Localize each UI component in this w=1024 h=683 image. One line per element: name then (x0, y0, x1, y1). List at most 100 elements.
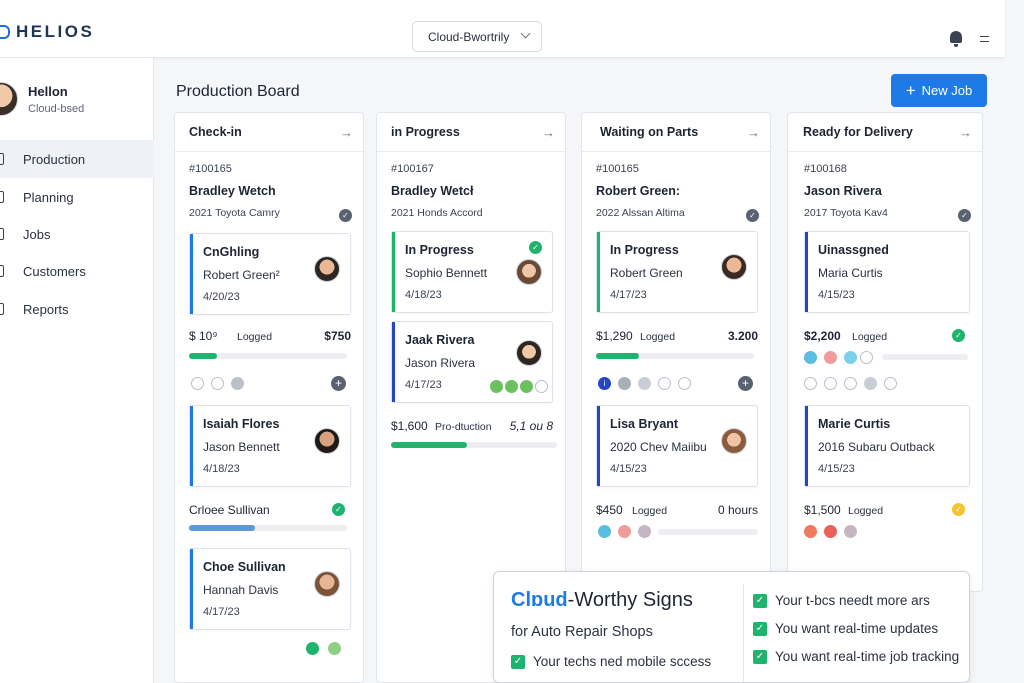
progress-bar (882, 354, 968, 360)
arrow-right-icon[interactable]: → (959, 125, 972, 140)
job-card[interactable]: Lisa Bryant 2020 Chev Maiibu 4/15/23 (596, 405, 758, 487)
column-header[interactable]: Waiting on Parts → (582, 113, 770, 152)
home-icon (0, 153, 4, 165)
check-circle-icon: ✓ (332, 503, 345, 516)
column-waiting-on-parts: Waiting on Parts → #100165 Robert Green:… (581, 112, 771, 592)
status-dot[interactable] (490, 380, 503, 393)
status-dot[interactable] (844, 377, 857, 390)
status-dot[interactable] (884, 377, 897, 390)
column-in-progress: in Progress → #100167 Bradley Wetcł 2021… (376, 112, 566, 683)
promo-item-text: Your t-bcs needt more ars (775, 593, 930, 608)
column-header[interactable]: Check-in → (175, 113, 363, 152)
card-date: 4/18/23 (405, 289, 442, 301)
logged-label: Pro-dtuction (435, 421, 492, 433)
status-dot[interactable] (844, 525, 857, 538)
logged-label: Logged (632, 505, 668, 517)
sidebar-item-production[interactable]: Production (0, 140, 154, 178)
bell-icon[interactable] (949, 31, 963, 47)
status-dot[interactable] (824, 377, 837, 390)
sidebar-item-reports[interactable]: Reports (0, 290, 154, 328)
job-card[interactable]: CnGhling Robert Green² 4/20/23 (189, 233, 351, 315)
job-card[interactable]: Marie Curtis 2016 Subaru Outback 4/15/23 (804, 405, 970, 487)
search-icon (0, 265, 4, 277)
status-dot[interactable] (231, 377, 244, 390)
sidebar-item-jobs[interactable]: Jobs (0, 215, 154, 253)
page-title: Production Board (176, 83, 300, 100)
status-dot[interactable] (658, 377, 671, 390)
logged-amount: $1,600 (391, 419, 428, 433)
job-card[interactable]: Uinassgned Maria Curtis 4/15/23 (804, 231, 970, 313)
card-title: Marie Curtis (818, 417, 891, 431)
status-dot[interactable] (191, 377, 204, 390)
status-dot[interactable] (535, 380, 548, 393)
add-icon[interactable]: + (331, 376, 346, 391)
status-dot[interactable] (860, 351, 873, 364)
status-dot[interactable] (328, 642, 341, 655)
user-avatar[interactable] (0, 82, 18, 116)
arrow-right-icon[interactable]: → (747, 125, 760, 140)
avatar (721, 254, 747, 280)
arrow-right-icon[interactable]: → (340, 125, 353, 140)
status-dot[interactable] (804, 377, 817, 390)
job-card[interactable]: In Progress Robert Green 4/17/23 (596, 231, 758, 313)
card-title: Jaak Rivera (405, 333, 475, 347)
job-card[interactable]: In Progress ✓ Sophio Bennett 4/18/23 (391, 231, 553, 313)
status-dot[interactable] (864, 377, 877, 390)
progress-bar (189, 525, 347, 531)
promo-banner: Clɒud-Worthy Signs for Auto Repair Shops… (493, 571, 970, 683)
app-logo[interactable]: HELIOS (0, 22, 94, 42)
menu-icon[interactable] (980, 36, 989, 42)
promo-item: ✓ You want real-time updates (753, 621, 938, 636)
status-dot[interactable] (804, 351, 817, 364)
column-title: in Progress (391, 125, 460, 139)
column-header[interactable]: in Progress → (377, 113, 565, 152)
new-job-button[interactable]: + New Job (891, 74, 987, 107)
avatar (314, 256, 340, 282)
workspace-selector[interactable]: Cloud-Bwortrily (412, 21, 542, 52)
status-dot[interactable] (678, 377, 691, 390)
status-dot[interactable] (824, 525, 837, 538)
job-customer[interactable]: Robert Green: (596, 184, 681, 198)
logged-label: Logged (237, 331, 273, 343)
status-dot[interactable] (824, 351, 837, 364)
status-dot[interactable] (520, 380, 533, 393)
card-date: 4/17/23 (405, 379, 442, 391)
status-dot[interactable] (844, 351, 857, 364)
info-icon[interactable]: i (598, 377, 611, 390)
hours-value: 5,1 ou 8 (509, 419, 553, 433)
avatar (516, 259, 542, 285)
sidebar-item-planning[interactable]: Planning (0, 178, 154, 216)
logged-amount: $ 10⁹ (189, 329, 218, 343)
avatar (314, 571, 340, 597)
promo-item-text: You want real-time job tracking (775, 649, 960, 664)
user-name: Hellon (28, 84, 68, 99)
job-card[interactable]: Jaak Rivera Jason Rivera 4/17/23 (391, 321, 553, 403)
job-customer[interactable]: Jason Rivera (804, 184, 882, 198)
status-dot[interactable] (804, 525, 817, 538)
status-dot[interactable] (618, 525, 631, 538)
job-customer[interactable]: Bradley Wetcł (391, 184, 474, 198)
card-vehicle: 2020 Chev Maiibu (610, 440, 707, 454)
status-dot[interactable] (505, 380, 518, 393)
card-assignee: Hannah Davis (203, 583, 279, 597)
status-dot[interactable] (306, 642, 319, 655)
status-dot[interactable] (598, 525, 611, 538)
status-dot[interactable] (618, 377, 631, 390)
job-card[interactable]: Choe Sullivan Hannah Davis 4/17/23 (189, 548, 351, 630)
sidebar: Hellon Cloud-bsed Production Planning Jo… (0, 58, 154, 683)
job-card[interactable]: Isaiah Flores Jason Bennett 4/18/23 (189, 405, 351, 487)
sidebar-item-customers[interactable]: Customers (0, 252, 154, 290)
status-dot[interactable] (638, 377, 651, 390)
checkbox-checked-icon: ✓ (511, 654, 525, 669)
column-ready-for-delivery: Ready for Delivery → #100168 Jason River… (787, 112, 983, 592)
arrow-right-icon[interactable]: → (542, 125, 555, 140)
avatar (314, 428, 340, 454)
chevron-down-icon (520, 28, 531, 39)
card-date: 4/15/23 (818, 463, 855, 475)
add-icon[interactable]: + (738, 376, 753, 391)
card-assignee: Jason Bennett (203, 440, 280, 454)
job-customer[interactable]: Bradley Wetch (189, 184, 276, 198)
status-dot[interactable] (211, 377, 224, 390)
column-header[interactable]: Ready for Delivery → (788, 113, 982, 152)
status-dot[interactable] (638, 525, 651, 538)
